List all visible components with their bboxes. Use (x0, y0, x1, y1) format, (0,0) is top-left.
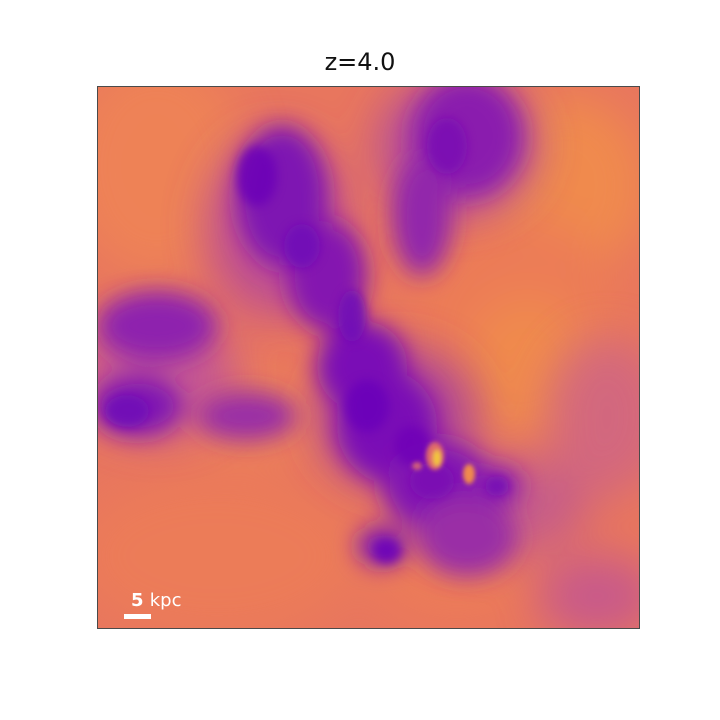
hot-core (412, 442, 475, 484)
gas-density-map (97, 86, 640, 629)
figure-title: z=4.0 (324, 48, 396, 76)
scale-bar: 5 kpc (123, 590, 243, 624)
scale-bar-value: 5 (131, 590, 144, 611)
scale-bar-unit-text: kpc (149, 590, 182, 611)
scale-bar-line (124, 614, 151, 619)
scale-bar-unit: kpc (144, 590, 182, 611)
dense-clumps (105, 118, 509, 563)
simulation-image (97, 86, 640, 629)
